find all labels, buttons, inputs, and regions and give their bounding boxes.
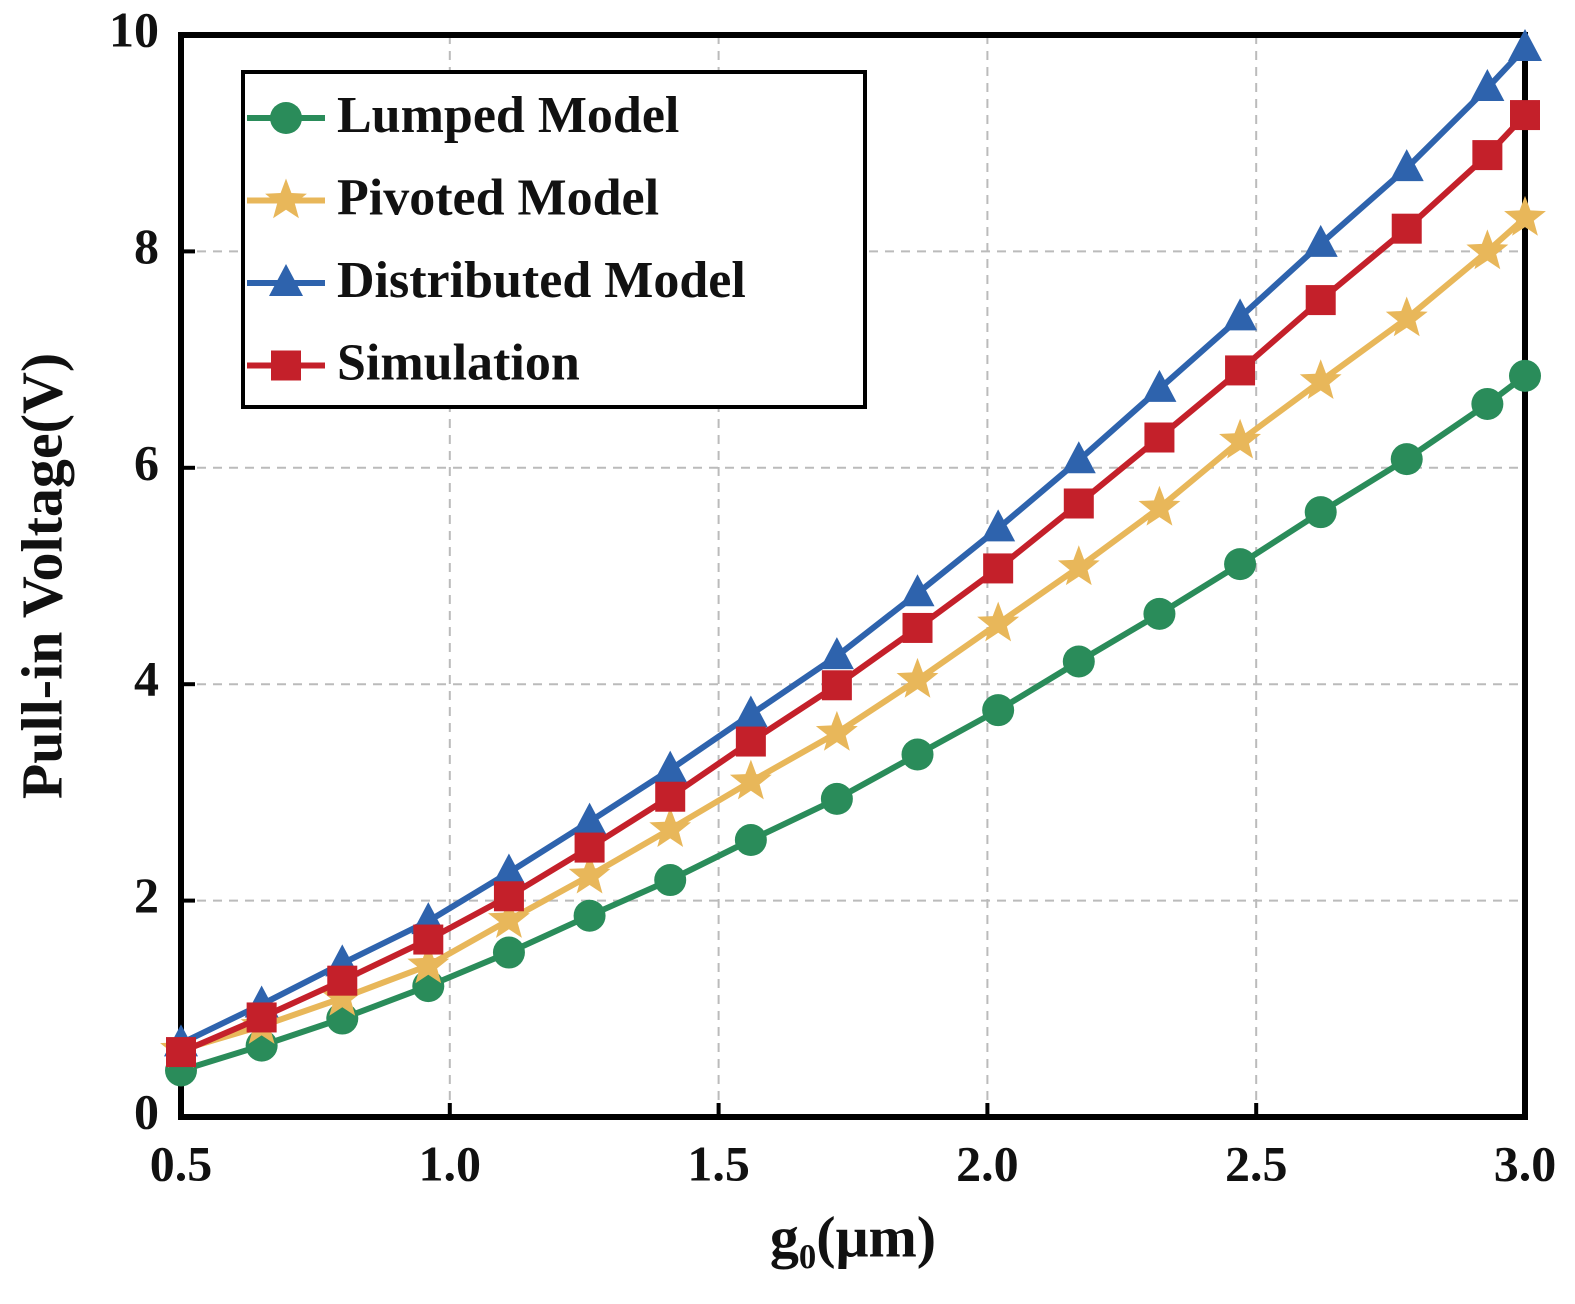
marker [1508, 28, 1542, 61]
plot-frame [178, 32, 1528, 1120]
x-tick-label: 0.5 [150, 1135, 213, 1191]
series [165, 359, 1541, 1087]
marker [1472, 140, 1503, 171]
legend-marker [265, 178, 307, 219]
y-tick-label: 10 [109, 1, 159, 57]
marker [326, 1002, 359, 1035]
marker [654, 864, 687, 897]
marker [982, 694, 1015, 727]
y-tick-label: 0 [134, 1083, 159, 1139]
legend-label: Pivoted Model [337, 169, 659, 226]
marker [488, 898, 530, 938]
series [166, 100, 1540, 1068]
marker [815, 710, 858, 751]
legend-label: Lumped Model [337, 87, 679, 144]
marker [1510, 100, 1540, 131]
marker [900, 574, 935, 607]
marker [729, 759, 772, 800]
marker [1385, 296, 1428, 337]
marker [166, 1037, 196, 1068]
marker [820, 782, 853, 815]
marker [1509, 359, 1541, 392]
marker [492, 936, 525, 969]
marker [1504, 195, 1546, 236]
marker [1299, 359, 1342, 399]
x-tick-label: 2.0 [956, 1135, 1019, 1191]
legend-marker [270, 102, 302, 134]
marker [574, 832, 605, 863]
marker [1142, 369, 1177, 402]
y-axis-label: Pull-in Voltage(V) [9, 353, 74, 799]
marker [1390, 443, 1423, 476]
y-tick-label: 6 [134, 434, 159, 490]
marker [572, 802, 607, 835]
marker [1144, 422, 1175, 453]
marker [1391, 213, 1422, 244]
marker [649, 807, 692, 847]
marker [1138, 485, 1181, 526]
marker [981, 509, 1016, 542]
legend-label: Simulation [337, 334, 580, 391]
x-tick-label: 2.5 [1225, 1135, 1288, 1191]
x-tick-label: 1.0 [419, 1135, 482, 1191]
line [180, 215, 1527, 1053]
marker [896, 657, 939, 698]
marker [491, 853, 526, 886]
marker [568, 853, 611, 894]
marker [733, 695, 768, 728]
y-tick-label: 8 [134, 218, 159, 274]
marker [977, 601, 1020, 642]
y-tick-label: 2 [134, 867, 159, 923]
marker [413, 924, 444, 955]
marker [902, 612, 933, 643]
marker [819, 637, 854, 670]
marker [1223, 298, 1258, 331]
marker [493, 881, 524, 912]
marker [983, 553, 1014, 584]
x-tick-label: 3.0 [1494, 1135, 1557, 1191]
marker [327, 965, 358, 996]
marker [1143, 597, 1176, 630]
marker [1305, 285, 1336, 316]
legend-marker [269, 264, 303, 296]
legend-box [241, 70, 867, 409]
marker [407, 943, 450, 984]
marker [246, 1002, 277, 1033]
marker [821, 670, 852, 701]
marker [1062, 645, 1095, 678]
marker [1304, 496, 1337, 529]
marker [412, 970, 445, 1003]
marker [1470, 69, 1505, 102]
y-tick-label: 4 [134, 651, 159, 707]
marker [901, 738, 934, 771]
marker [1063, 488, 1094, 519]
marker [1057, 545, 1100, 586]
marker [573, 899, 606, 932]
marker [1061, 441, 1096, 474]
legend-marker [271, 350, 301, 381]
marker [1466, 229, 1509, 270]
marker [321, 976, 364, 1016]
marker [1471, 387, 1504, 420]
marker [735, 726, 766, 757]
marker [1389, 149, 1424, 182]
legend-label: Distributed Model [337, 252, 746, 309]
marker [1225, 355, 1256, 386]
marker [1303, 224, 1338, 257]
marker [1224, 548, 1257, 581]
marker [655, 781, 686, 812]
marker [1219, 418, 1261, 459]
x-tick-label: 1.5 [687, 1135, 750, 1191]
x-axis-label: g₀(μm) [770, 1204, 936, 1269]
marker [653, 750, 688, 783]
marker [734, 824, 767, 857]
